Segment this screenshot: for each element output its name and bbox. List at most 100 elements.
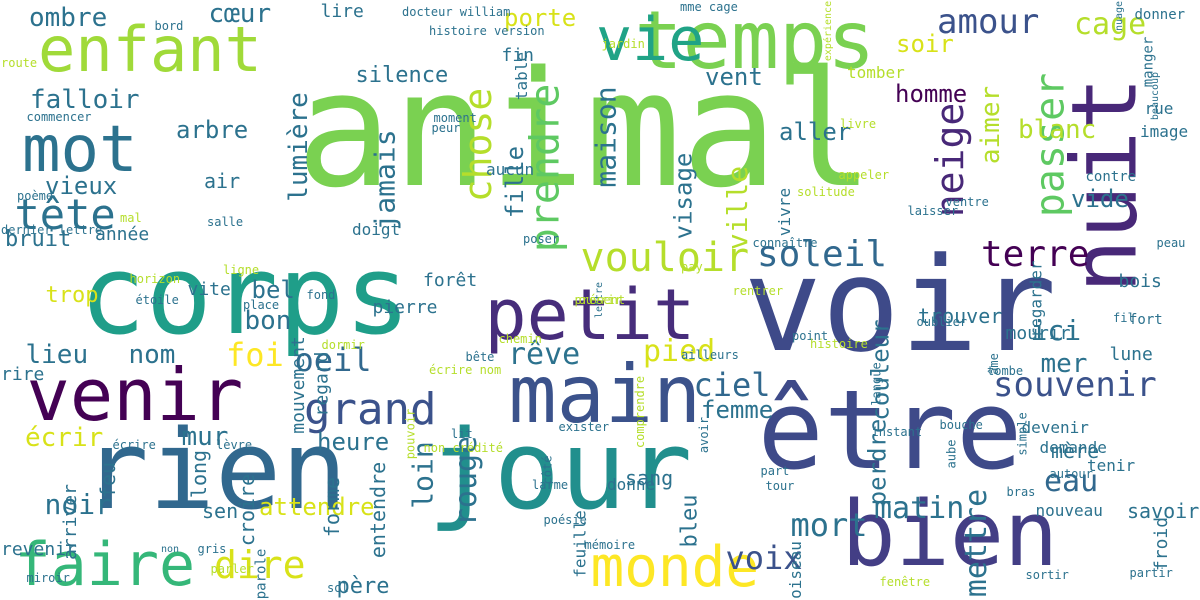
- word-126: fil: [1113, 311, 1135, 325]
- word-32: voix: [725, 539, 803, 577]
- word-75: année: [95, 224, 150, 245]
- word-174: comprendre: [633, 375, 648, 449]
- word-65: femme: [701, 396, 774, 424]
- word-73: bel: [251, 276, 295, 304]
- word-164: place: [243, 298, 280, 312]
- word-4: jour: [427, 406, 693, 534]
- word-115: vivre: [775, 187, 795, 237]
- word-151: docteur william: [402, 5, 511, 19]
- word-199: présent: [574, 293, 626, 307]
- word-129: aube: [943, 439, 958, 469]
- word-62: vieux: [45, 172, 118, 200]
- word-186: miroir: [26, 571, 70, 585]
- word-78: sang: [625, 466, 674, 490]
- word-132: part: [760, 464, 790, 478]
- word-113: aucun: [486, 160, 535, 179]
- word-57: jamais: [368, 129, 402, 231]
- word-86: forme: [320, 476, 345, 538]
- word-59: ville: [721, 165, 755, 251]
- word-177: lit: [451, 427, 473, 441]
- word-173: langue: [869, 362, 884, 406]
- word-188: gris: [197, 542, 227, 556]
- word-63: aller: [779, 118, 852, 146]
- word-16: monde: [590, 535, 760, 600]
- word-11: petit: [484, 274, 696, 356]
- word-54: vent: [705, 63, 763, 91]
- word-131: instant: [871, 425, 923, 439]
- word-85: attendre: [259, 493, 375, 521]
- word-194: sortir: [1025, 568, 1069, 582]
- word-142: solitude: [797, 185, 855, 199]
- word-97: forêt: [423, 270, 478, 291]
- word-144: livre: [840, 117, 877, 131]
- word-58: fille: [501, 145, 530, 219]
- word-185: bras: [1006, 485, 1036, 499]
- word-53: soir: [896, 30, 954, 58]
- word-43: lieu: [25, 340, 89, 370]
- word-70: mur: [181, 422, 229, 452]
- word-184: autour: [1049, 467, 1093, 481]
- word-44: nom: [128, 340, 176, 370]
- word-157: poème: [17, 189, 54, 203]
- word-29: cage: [1074, 7, 1147, 42]
- word-13: mot: [22, 113, 138, 187]
- word-170: ailleurs: [681, 348, 739, 362]
- word-167: chemin: [498, 332, 542, 346]
- word-191: mémoire: [584, 538, 636, 552]
- word-52: aimer: [976, 85, 1007, 165]
- word-161: horizon: [129, 272, 181, 286]
- word-69: heure: [317, 428, 390, 456]
- word-180: écrire: [112, 438, 156, 452]
- word-105: nouveau: [1035, 501, 1103, 520]
- word-68: mer: [1040, 349, 1088, 379]
- word-168: bête: [465, 350, 495, 364]
- word-123: donner: [1134, 7, 1186, 23]
- word-90: feu: [96, 461, 121, 499]
- word-145: peur: [431, 121, 461, 135]
- word-150: mme cage: [680, 0, 738, 14]
- word-19: tête: [14, 190, 116, 239]
- word-98: vite: [187, 279, 231, 300]
- word-3: rien: [82, 406, 348, 534]
- word-136: rentrer: [732, 284, 784, 298]
- word-125: fort: [1129, 312, 1163, 328]
- word-15: faire: [14, 530, 196, 600]
- word-196: peau: [1156, 236, 1186, 250]
- word-34: eau: [1044, 464, 1099, 499]
- word-46: ombre: [29, 3, 108, 33]
- word-101: bois: [1118, 271, 1162, 292]
- word-76: bruit: [5, 227, 72, 252]
- word-88: long: [187, 449, 212, 499]
- word-94: regard: [311, 351, 333, 417]
- word-25: amour: [937, 2, 1040, 42]
- word-45: falloir: [30, 85, 140, 115]
- word-176: pouvoir: [402, 408, 417, 460]
- word-38: pied: [643, 334, 716, 369]
- word-124: contre: [1085, 169, 1137, 185]
- word-60: visage: [668, 152, 697, 240]
- word-119: donne: [607, 475, 656, 494]
- word-118: parole: [252, 548, 269, 599]
- word-146: moment: [433, 111, 477, 125]
- word-181: lèvre: [216, 438, 253, 452]
- word-82: savoir: [1127, 499, 1200, 523]
- word-143: appeler: [838, 168, 890, 182]
- word-110: tomber: [847, 63, 905, 82]
- word-9: venir: [26, 353, 244, 437]
- word-48: porte: [504, 4, 577, 32]
- word-14: vie: [596, 5, 705, 75]
- word-107: lire: [320, 1, 364, 22]
- word-148: expérience: [823, 0, 835, 62]
- word-153: jardin: [601, 37, 645, 51]
- word-12: enfant: [38, 13, 262, 86]
- word-141: ventre: [945, 195, 989, 209]
- word-6: bien: [841, 482, 1059, 587]
- word-130: simple: [1015, 412, 1030, 456]
- word-1: voir: [743, 229, 1057, 381]
- word-39: rêve: [508, 337, 581, 372]
- word-187: non: [161, 544, 180, 555]
- word-102: lune: [1109, 344, 1153, 365]
- word-35: matin: [874, 491, 965, 526]
- word-163: ligne: [223, 263, 260, 277]
- word-138: poser: [523, 232, 560, 246]
